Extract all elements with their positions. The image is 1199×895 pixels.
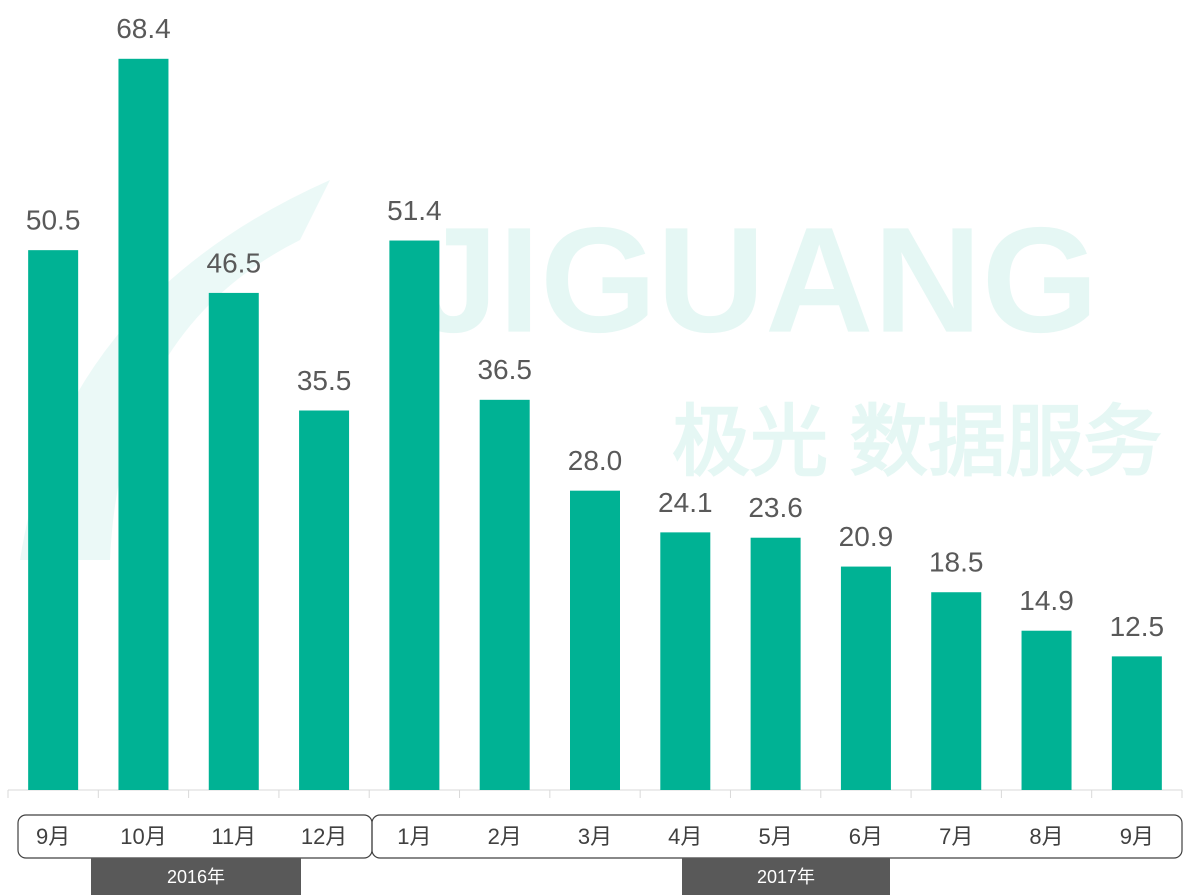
data-label: 50.5: [26, 205, 81, 236]
group-label-bg: [682, 858, 890, 895]
data-label: 23.6: [748, 492, 803, 523]
bar: [570, 490, 620, 790]
x-tick-label: 3月: [578, 824, 612, 849]
bar: [389, 240, 440, 790]
bar: [118, 58, 169, 790]
x-tick-label: 2月: [488, 824, 522, 849]
bar: [660, 532, 711, 790]
data-label: 18.5: [929, 547, 984, 578]
data-label: 24.1: [658, 487, 713, 518]
bar: [479, 399, 530, 790]
bar: [750, 537, 801, 790]
data-label: 51.4: [387, 195, 442, 226]
group-label: 2017年: [757, 867, 815, 887]
x-tick-label: 12月: [301, 824, 347, 849]
bar: [1021, 630, 1072, 790]
bar: [840, 566, 891, 790]
watermark-logo: [20, 180, 330, 560]
x-tick-label: 11月: [211, 824, 256, 849]
watermark: JIGUANG 极光 数据服务: [20, 180, 1162, 560]
data-label: 14.9: [1019, 585, 1074, 616]
data-label: 46.5: [207, 247, 262, 278]
data-label: 68.4: [116, 13, 171, 44]
x-tick-label: 9月: [1120, 824, 1154, 849]
x-tick-label: 7月: [939, 824, 973, 849]
data-label: 36.5: [477, 354, 532, 385]
watermark-text: JIGUANG: [415, 196, 1098, 364]
data-label: 20.9: [839, 521, 894, 552]
bar: [1111, 656, 1162, 790]
x-tick-label: 5月: [758, 824, 792, 849]
watermark-subtext: 极光 数据服务: [672, 398, 1162, 486]
x-tick-label: 4月: [668, 824, 702, 849]
x-tick-label: 6月: [849, 824, 883, 849]
x-tick-label: 1月: [397, 824, 431, 849]
data-label: 35.5: [297, 365, 352, 396]
bar: [299, 410, 350, 790]
x-tick-label: 8月: [1029, 824, 1063, 849]
x-tick-label: 9月: [36, 824, 70, 849]
bar: [208, 292, 259, 790]
group-label-bg: [91, 858, 301, 895]
bar: [931, 592, 982, 790]
group-label: 2016年: [167, 867, 225, 887]
x-tick-label: 10月: [120, 824, 166, 849]
data-label: 28.0: [568, 445, 623, 476]
data-label: 12.5: [1110, 611, 1165, 642]
bar: [28, 250, 79, 790]
